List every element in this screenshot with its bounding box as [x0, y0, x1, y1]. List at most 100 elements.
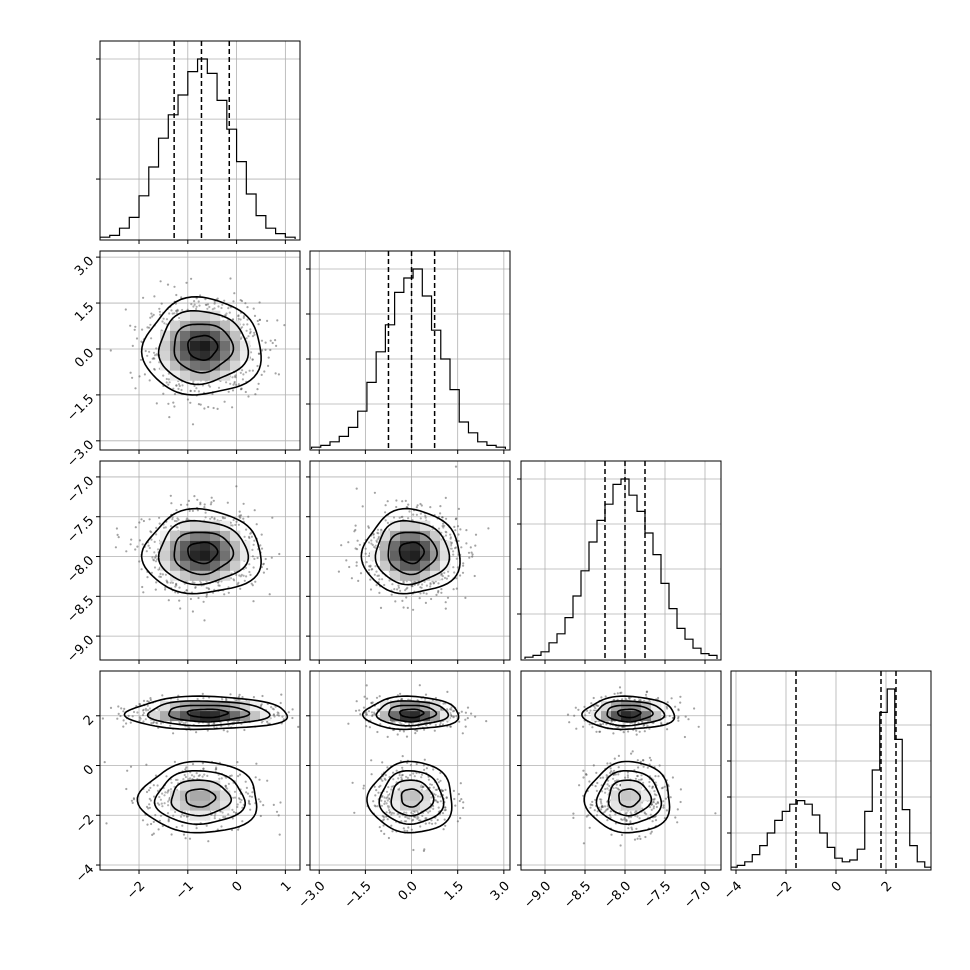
histogram-panel-2 — [521, 461, 721, 660]
scatter-point — [419, 586, 422, 589]
scatter-point — [618, 686, 622, 689]
scatter-point — [573, 714, 576, 717]
scatter-point — [582, 842, 586, 845]
contour-line — [157, 310, 250, 386]
scatter-point — [679, 788, 683, 791]
scatter-point — [369, 588, 373, 591]
scatter-point — [367, 525, 370, 528]
scatter-point — [373, 711, 376, 714]
scatter-point — [650, 830, 653, 833]
scatter-point — [150, 538, 153, 541]
y-tick-label: 2 — [81, 712, 97, 728]
scatter-point — [167, 402, 170, 405]
scatter-point — [217, 584, 220, 587]
scatter-point — [251, 791, 254, 794]
scatter-point — [164, 526, 167, 529]
density-frame-1-0 — [99, 250, 301, 451]
scatter-point — [658, 764, 661, 767]
scatter-point — [586, 709, 589, 712]
scatter-point — [225, 381, 228, 384]
scatter-point — [405, 820, 408, 823]
scatter-point — [160, 302, 163, 305]
scatter-point — [375, 539, 378, 542]
scatter-point — [419, 502, 422, 506]
scatter-point — [239, 575, 242, 578]
scatter-point — [639, 698, 642, 701]
density-cell — [430, 550, 441, 561]
scatter-point — [406, 776, 409, 780]
density-cell — [410, 570, 421, 581]
scatter-point — [386, 799, 389, 802]
scatter-point — [597, 704, 600, 708]
scatter-point — [473, 574, 476, 578]
scatter-point — [620, 833, 624, 837]
scatter-point — [155, 581, 158, 584]
scatter-point — [599, 776, 602, 780]
scatter-point — [202, 697, 205, 700]
scatter-point — [390, 785, 393, 788]
density-cell — [160, 360, 171, 371]
scatter-point — [160, 802, 163, 805]
contour-line — [173, 531, 235, 576]
scatter-point — [142, 296, 145, 299]
scatter-point — [380, 804, 383, 807]
scatter-point — [175, 293, 178, 297]
density-cell — [180, 520, 191, 531]
scatter-point — [390, 824, 393, 827]
scatter-point — [392, 778, 395, 781]
scatter-point — [617, 766, 620, 769]
scatter-point — [249, 330, 252, 333]
scatter-point — [169, 494, 172, 497]
contour-line — [187, 334, 219, 362]
scatter-point — [353, 811, 356, 814]
scatter-point — [283, 324, 286, 327]
scatter-point — [408, 817, 411, 820]
scatter-point — [439, 771, 442, 775]
density-cell — [260, 710, 271, 722]
scatter-point — [376, 531, 379, 535]
density-cell — [230, 360, 241, 371]
scatter-point — [221, 303, 224, 306]
scatter-point — [323, 723, 325, 725]
histogram-step-0 — [100, 58, 296, 239]
scatter-point — [387, 794, 390, 797]
scatter-point — [197, 774, 200, 778]
scatter-point — [380, 528, 383, 531]
scatter-point — [258, 318, 261, 321]
scatter-point — [141, 819, 145, 822]
scatter-point — [649, 813, 652, 816]
scatter-point — [175, 509, 178, 512]
density-cell — [170, 370, 181, 381]
scatter-point — [218, 777, 221, 780]
scatter-point — [468, 556, 471, 559]
density-cell — [170, 790, 181, 801]
scatter-point — [129, 765, 133, 768]
scatter-point — [592, 696, 595, 700]
scatter-point — [599, 723, 602, 726]
scatter-point — [641, 759, 645, 762]
density-cell — [651, 710, 662, 722]
scatter-point — [277, 712, 280, 715]
scatter-point — [117, 536, 120, 539]
scatter-point — [376, 528, 380, 531]
scatter-point — [232, 383, 235, 386]
density-frame-2-0 — [99, 460, 301, 661]
histogram-frame-2 — [520, 460, 722, 661]
scatter-point — [149, 697, 152, 700]
scatter-point — [617, 787, 620, 790]
scatter-point — [381, 761, 384, 764]
scatter-point — [182, 722, 185, 725]
scatter-point — [443, 524, 446, 527]
scatter-point — [405, 815, 408, 818]
scatter-point — [159, 722, 163, 725]
scatter-point — [382, 824, 385, 827]
scatter-point — [364, 552, 367, 555]
scatter-point — [173, 312, 176, 315]
contour-line — [168, 704, 251, 723]
scatter-point — [173, 760, 176, 764]
contour-line — [186, 708, 230, 719]
density-cell — [200, 360, 211, 371]
density-cell — [180, 330, 191, 341]
scatter-point — [253, 539, 256, 542]
scatter-point — [251, 555, 254, 558]
